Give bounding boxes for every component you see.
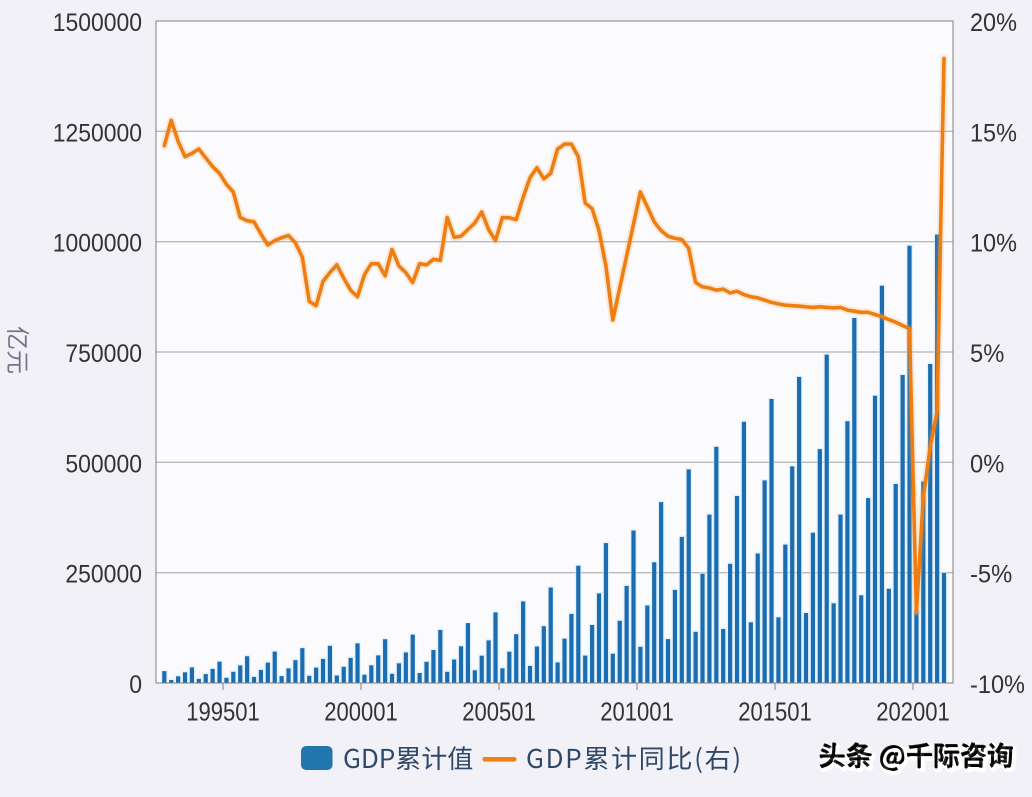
svg-text:1000000: 1000000 — [53, 230, 142, 258]
svg-text:1500000: 1500000 — [53, 9, 142, 37]
svg-text:201501: 201501 — [738, 697, 812, 727]
svg-text:250000: 250000 — [65, 561, 142, 589]
svg-text:5%: 5% — [970, 340, 1004, 368]
svg-text:201001: 201001 — [600, 697, 674, 727]
svg-text:200001: 200001 — [324, 697, 398, 727]
svg-text:10%: 10% — [970, 230, 1017, 258]
svg-text:750000: 750000 — [65, 340, 142, 368]
svg-text:-10%: -10% — [970, 671, 1025, 699]
svg-text:202001: 202001 — [876, 697, 950, 727]
svg-text:0%: 0% — [970, 450, 1004, 478]
svg-text:1250000: 1250000 — [53, 119, 142, 147]
svg-text:500000: 500000 — [65, 450, 142, 478]
svg-text:-5%: -5% — [970, 561, 1012, 589]
svg-text:199501: 199501 — [186, 697, 260, 727]
svg-text:0: 0 — [129, 671, 142, 699]
svg-text:200501: 200501 — [462, 697, 536, 727]
svg-text:15%: 15% — [970, 119, 1017, 147]
svg-text:20%: 20% — [970, 9, 1017, 37]
